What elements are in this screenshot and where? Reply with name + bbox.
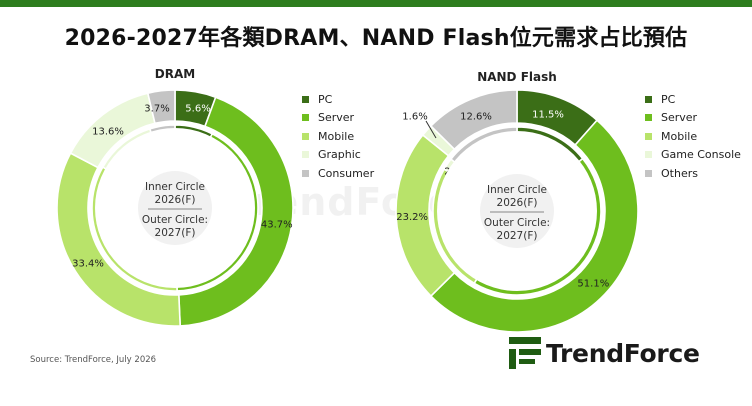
nand-center-disc xyxy=(480,174,554,248)
nand-outer-leader-line xyxy=(425,120,437,139)
dram-legend: PC Server Mobile Graphic Consumer xyxy=(302,90,374,183)
legend-label: Game Console xyxy=(661,148,741,162)
legend-item: Graphic xyxy=(302,146,374,165)
legend-label: Consumer xyxy=(318,166,375,180)
brand-name: TrendForce xyxy=(546,338,700,368)
nand-outer-slice-segment-5 xyxy=(429,89,518,151)
legend-label: PC xyxy=(318,92,333,106)
legend-item: Server xyxy=(645,109,741,128)
nand-outer-label-mobile: 23.2% xyxy=(396,212,428,223)
legend-swatch xyxy=(302,132,309,140)
source-note: Source: TrendForce, July 2026 xyxy=(30,355,157,365)
legend-item: Mobile xyxy=(645,127,741,146)
nand-center-text-4: 2027(F) xyxy=(497,230,538,242)
nand-outer-label-server: 51.1% xyxy=(577,279,609,290)
dram-center-text-3: Outer Circle: xyxy=(142,214,208,226)
legend-label: Mobile xyxy=(318,129,355,143)
dram-outer-label-segment-5: 3.7% xyxy=(144,104,169,115)
dram-outer-label-pc: 5.6% xyxy=(185,104,210,115)
dram-outer-label-server: 43.7% xyxy=(261,219,293,230)
nand-outer-label-segment-5: 12.6% xyxy=(460,112,492,123)
nand-center-text-3: Outer Circle: xyxy=(484,217,550,229)
legend-label: Graphic xyxy=(318,148,361,162)
dram-center-text-1: Inner Circle xyxy=(145,181,205,193)
dram-chart-title: DRAM xyxy=(155,67,195,81)
nand-outer-slice-server xyxy=(429,119,639,333)
trendforce-logo-icon xyxy=(509,337,541,369)
legend-item: PC xyxy=(645,90,741,109)
legend-label: Server xyxy=(661,111,698,125)
dram-center-text-2: 2026(F) xyxy=(155,194,196,206)
legend-swatch xyxy=(645,95,652,103)
legend-swatch xyxy=(645,132,652,140)
legend-swatch xyxy=(645,151,652,159)
legend-label: PC xyxy=(661,92,676,106)
nand-outer-label-segment-4: 1.6% xyxy=(402,112,427,123)
dram-outer-label-segment-4: 13.6% xyxy=(92,127,124,138)
nand-center-text-2: 2026(F) xyxy=(497,197,538,209)
dram-center-disc xyxy=(138,171,212,245)
dram-chart: DRAM 5.6%43.7%33.4%13.6%3.7%7.4%42.2%33.… xyxy=(56,67,294,327)
legend-swatch xyxy=(302,95,309,103)
legend-item: Server xyxy=(302,109,374,128)
legend-item: PC xyxy=(302,90,374,109)
brand-logo: TrendForce xyxy=(509,337,700,369)
legend-item: Consumer xyxy=(302,164,374,183)
legend-label: Others xyxy=(661,166,698,180)
legend-swatch xyxy=(645,169,652,177)
dram-outer-label-mobile: 33.4% xyxy=(72,259,104,270)
legend-swatch xyxy=(302,169,309,177)
legend-swatch xyxy=(645,114,652,122)
top-accent-bar xyxy=(0,0,752,7)
legend-label: Server xyxy=(318,111,355,125)
legend-swatch xyxy=(302,151,309,159)
legend-label: Mobile xyxy=(661,129,698,143)
legend-item: Game Console xyxy=(645,146,741,165)
dram-outer-slice-segment-5 xyxy=(146,89,176,125)
legend-swatch xyxy=(302,114,309,122)
dram-outer-slice-server xyxy=(177,96,294,327)
legend-item: Mobile xyxy=(302,127,374,146)
nand-legend: PC Server Mobile Game Console Others xyxy=(645,90,741,183)
page-title: 2026-2027年各類DRAM、NAND Flash位元需求占比預估 xyxy=(64,26,688,51)
nand-chart-title: NAND Flash xyxy=(477,70,557,84)
dram-center-text-4: 2027(F) xyxy=(155,227,196,239)
legend-item: Others xyxy=(645,164,741,183)
nand-center-text-1: Inner Circle xyxy=(487,184,547,196)
nand-chart: NAND Flash 11.5%51.1%23.2%1.6%12.6%14.3%… xyxy=(395,70,639,333)
nand-outer-label-pc: 11.5% xyxy=(532,110,564,121)
